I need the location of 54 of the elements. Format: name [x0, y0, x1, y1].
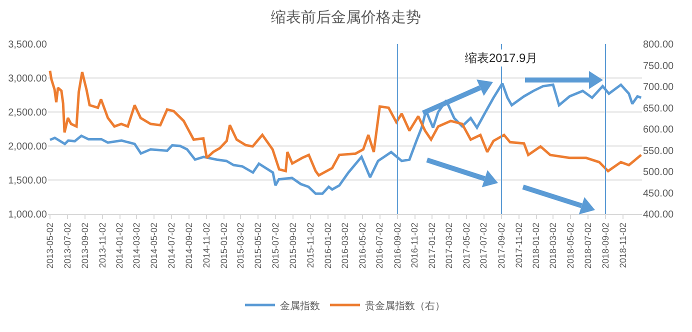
- x-tick-label: 2016-09-02: [392, 222, 402, 269]
- y-tick-label: 1,000.00: [8, 210, 48, 220]
- x-tick-label: 2015-09-02: [288, 222, 298, 269]
- x-tick-label: 2016-07-02: [374, 222, 385, 269]
- y2-tick-label: 750.00: [643, 60, 674, 72]
- x-tick-label: 2018-07-02: [582, 222, 593, 269]
- chart-title: 缩表前后金属价格走势: [271, 9, 421, 26]
- ref-line-label: 缩表2017.9月: [465, 51, 538, 65]
- x-tick-label: 2013-11-02: [97, 222, 108, 268]
- y-tick-label: 1,500.00: [8, 176, 48, 186]
- x-tick-label: 2017-03-02: [444, 222, 454, 269]
- y-tick-label: 3,500.00: [8, 40, 48, 50]
- line-series: [48, 70, 642, 177]
- x-tick-label: 2016-11-02: [410, 222, 420, 268]
- x-tick-label: 2013-09-02: [80, 222, 90, 269]
- x-tick-label: 2016-01-02: [322, 222, 333, 269]
- y-tick-label: 3,000.00: [8, 74, 48, 84]
- x-tick-label: 2014-07-02: [166, 222, 176, 269]
- legend-label: 贵金属指数（右）: [365, 300, 445, 312]
- x-tick-label: 2018-01-02: [531, 222, 542, 269]
- x-tick-label: 2014-03-02: [132, 222, 142, 269]
- x-tick-label: 2017-05-02: [461, 222, 472, 269]
- y-tick-label: 2,000.00: [8, 142, 48, 152]
- x-tick-label: 2017-01-02: [427, 222, 438, 269]
- x-tick-label: 2018-03-02: [548, 222, 558, 269]
- x-tick-label: 2018-05-02: [565, 222, 576, 269]
- x-tick-label: 2014-11-02: [201, 222, 212, 268]
- x-tick-label: 2013-07-02: [62, 222, 72, 269]
- y2-tick-label: 550.00: [643, 146, 674, 157]
- x-tick-label: 2017-11-02: [514, 222, 524, 268]
- x-tick-label: 2017-09-02: [496, 222, 506, 269]
- x-tick-label: 2017-07-02: [478, 222, 489, 269]
- y2-tick-label: 500.00: [643, 167, 674, 178]
- y2-tick-label: 700.00: [643, 82, 674, 93]
- x-tick-label: 2016-03-02: [340, 222, 350, 269]
- x-tick-label: 2015-01-02: [218, 222, 229, 269]
- x-tick-label: 2015-11-02: [305, 222, 316, 268]
- x-tick-label: 2014-09-02: [184, 222, 194, 269]
- x-tick-label: 2018-09-02: [600, 222, 610, 269]
- x-tick-label: 2014-01-02: [114, 222, 125, 269]
- y2-tick-label: 400.00: [643, 210, 674, 220]
- x-tick-label: 2016-05-02: [357, 222, 368, 269]
- y2-tick-label: 450.00: [643, 188, 674, 200]
- y2-tick-label: 800.00: [643, 40, 674, 50]
- x-tick-label: 2018-11-02: [618, 222, 628, 268]
- x-tick-label: 2015-05-02: [252, 222, 263, 269]
- y2-tick-label: 600.00: [643, 124, 674, 136]
- y-tick-label: 2,500.00: [8, 108, 48, 118]
- y2-tick-label: 650.00: [643, 103, 674, 114]
- x-tick-label: 2015-07-02: [270, 222, 280, 269]
- x-tick-label: 2014-05-02: [148, 222, 159, 269]
- x-tick-label: 2013-05-02: [44, 222, 55, 269]
- legend-label: 金属指数: [280, 300, 320, 312]
- x-tick-label: 2015-03-02: [236, 222, 246, 269]
